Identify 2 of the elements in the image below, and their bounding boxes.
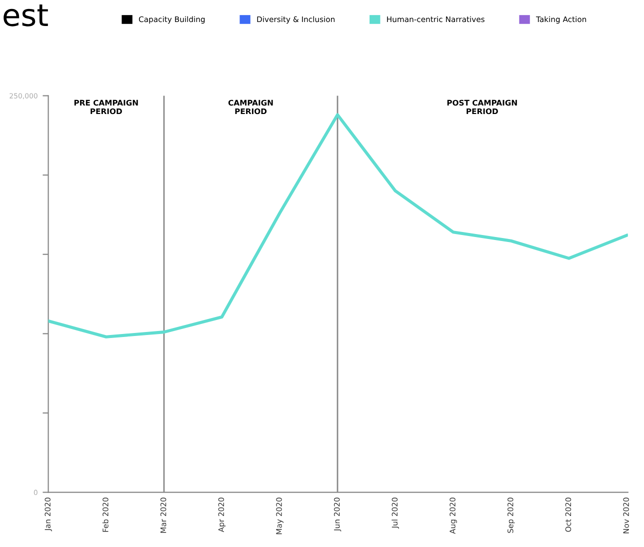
chart-title: est: [4, 4, 48, 26]
line-series: [48, 113, 628, 338]
